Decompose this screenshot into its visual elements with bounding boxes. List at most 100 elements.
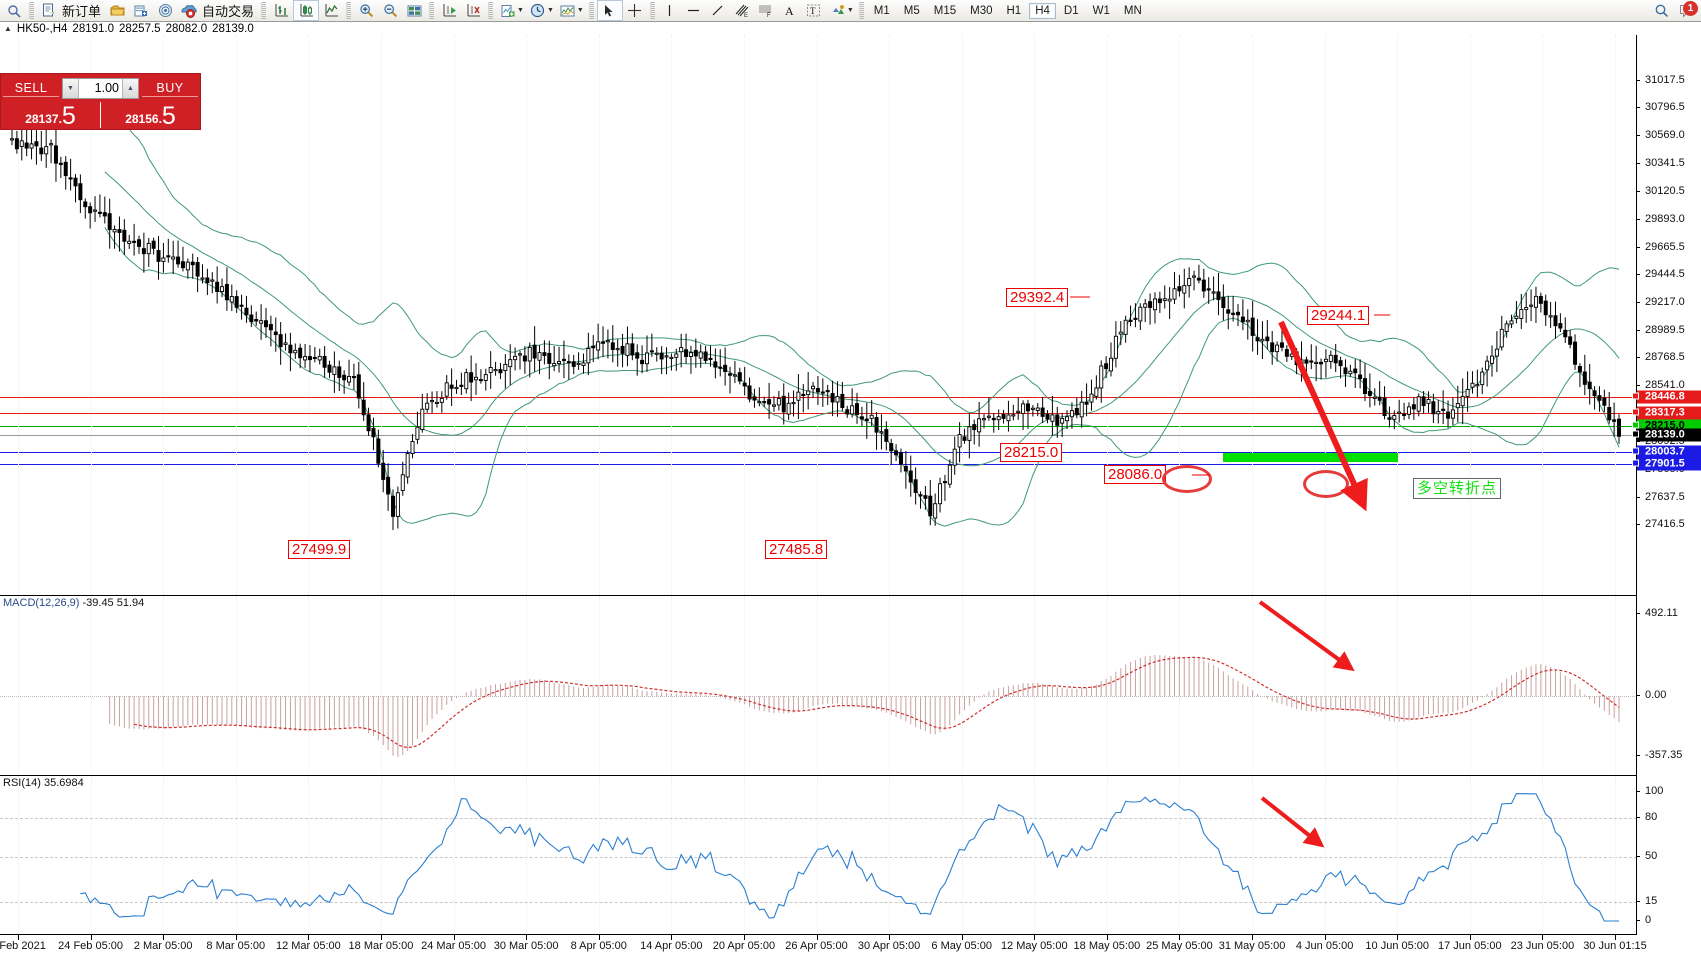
- autotrade-icon[interactable]: [177, 1, 201, 20]
- chart-end-icon[interactable]: [461, 1, 485, 20]
- volume-up-icon[interactable]: ▲: [122, 79, 138, 98]
- timeframe-d1[interactable]: D1: [1063, 4, 1079, 17]
- auto-scroll-icon[interactable]: [402, 1, 426, 20]
- time-tick: [308, 935, 310, 940]
- timeframe-w1[interactable]: W1: [1092, 4, 1110, 17]
- chevron-down-icon[interactable]: ▼: [517, 7, 524, 14]
- grid-vline: [1034, 596, 1036, 776]
- annotation-turning-point[interactable]: 多空转折点: [1413, 478, 1502, 499]
- macd-pane[interactable]: MACD(12,26,9) -39.45 51.94: [0, 595, 1637, 776]
- level-line-28139.0[interactable]: [0, 434, 1637, 436]
- annotation-29244[interactable]: 29244.1: [1307, 306, 1370, 325]
- timeframe-h1[interactable]: H1: [1006, 4, 1022, 17]
- grid-vline: [90, 35, 92, 595]
- grid-vline: [1179, 35, 1181, 595]
- price-tag-28003.7[interactable]: 28003.7: [1632, 445, 1701, 459]
- crosshair-icon[interactable]: [623, 1, 647, 20]
- timeframe-m15[interactable]: M15: [933, 4, 957, 17]
- chevron-down-icon-3[interactable]: ▼: [576, 7, 584, 14]
- grid-vline: [816, 596, 818, 776]
- grid-vline: [163, 596, 165, 776]
- level-line-28003.7[interactable]: [0, 451, 1637, 453]
- volume-value[interactable]: 1.00: [94, 81, 119, 95]
- hline-icon[interactable]: [682, 1, 706, 20]
- timeframe-m30[interactable]: M30: [970, 4, 993, 17]
- indicators-add-icon[interactable]: [496, 1, 520, 20]
- grid-vline: [1542, 596, 1544, 776]
- sell-button[interactable]: SELL: [3, 81, 59, 97]
- collapse-triangle-icon[interactable]: ▲: [4, 24, 12, 33]
- fibonacci-icon[interactable]: F: [754, 1, 778, 20]
- macd-series: [109, 654, 1620, 757]
- chart-shift-icon[interactable]: [437, 1, 461, 20]
- search-small-icon[interactable]: [2, 1, 26, 20]
- zoom-out-icon[interactable]: [378, 1, 402, 20]
- timeframe-h4[interactable]: H4: [1029, 2, 1056, 19]
- rsi-pane[interactable]: RSI(14) 35.6984: [0, 775, 1637, 936]
- line-chart-icon[interactable]: [319, 1, 343, 20]
- buy-button[interactable]: BUY: [142, 81, 198, 97]
- shapes-icon[interactable]: [826, 1, 850, 20]
- timeframe-group: M1 M5 M15 M30 H1 H4 D1 W1 MN: [867, 2, 1149, 19]
- time-tick: [453, 935, 455, 940]
- period-clock-icon[interactable]: [526, 1, 550, 20]
- level-line-28215.0[interactable]: [0, 425, 1637, 427]
- ask-price-big: 5: [161, 102, 176, 130]
- level-line-28446.8[interactable]: [0, 396, 1637, 398]
- new-order-icon[interactable]: [37, 1, 61, 20]
- bid-price[interactable]: 28137 . 5: [1, 100, 100, 130]
- highlight-ellipse-right[interactable]: [1303, 470, 1349, 498]
- new-order-label[interactable]: 新订单: [62, 4, 102, 19]
- text-label-icon[interactable]: T: [802, 1, 826, 20]
- data-window-icon[interactable]: [129, 1, 153, 20]
- cursor-icon[interactable]: [596, 0, 623, 21]
- notifications-icon[interactable]: 1: [1677, 1, 1698, 20]
- volume-down-icon[interactable]: ▼: [63, 79, 79, 98]
- zoom-in-icon[interactable]: [354, 1, 378, 20]
- profiles-icon[interactable]: [105, 1, 129, 20]
- one-click-trading-panel[interactable]: SELL ▼ 1.00 ▲ BUY 28137 . 5 28156 . 5: [0, 73, 201, 130]
- equidistant-channel-icon[interactable]: E: [730, 1, 754, 20]
- highlight-ellipse-left[interactable]: [1162, 465, 1212, 493]
- timeframe-m5[interactable]: M5: [903, 4, 920, 17]
- trendline-icon[interactable]: [706, 1, 730, 20]
- chevron-down-icon-4[interactable]: ▼: [846, 7, 854, 14]
- market-watch-icon[interactable]: [153, 1, 177, 20]
- ohlc-open: 28191.0: [72, 22, 114, 35]
- annotation-27485[interactable]: 27485.8: [765, 540, 828, 559]
- price-tag-28317.3[interactable]: 28317.3: [1632, 406, 1701, 420]
- bar-chart-icon[interactable]: [269, 1, 293, 20]
- vline-icon[interactable]: [658, 1, 682, 20]
- volume-stepper[interactable]: ▼ 1.00 ▲: [62, 78, 139, 99]
- price-tag-28139.0[interactable]: 28139.0: [1632, 428, 1701, 442]
- price-pane[interactable]: [0, 35, 1637, 595]
- text-icon[interactable]: A: [778, 1, 802, 20]
- price-tick: 27637.5: [1637, 491, 1701, 503]
- ask-price-main: 28156: [125, 112, 159, 126]
- price-tag-28446.8[interactable]: 28446.8: [1632, 390, 1701, 404]
- templates-icon[interactable]: [556, 1, 580, 20]
- price-tag-27901.5[interactable]: 27901.5: [1632, 457, 1701, 471]
- ask-price[interactable]: 28156 . 5: [101, 100, 200, 130]
- annotation-28215[interactable]: 28215.0: [1000, 443, 1063, 462]
- annotation-27499[interactable]: 27499.9: [288, 540, 351, 559]
- timeframe-mn[interactable]: MN: [1123, 4, 1142, 17]
- level-line-28317.3[interactable]: [0, 412, 1637, 414]
- ask-price-dot: .: [158, 112, 162, 126]
- level-line-27901.5[interactable]: [0, 464, 1637, 466]
- chart-area[interactable]: SELL ▼ 1.00 ▲ BUY 28137 . 5 28156 . 5: [0, 35, 1701, 956]
- support-zone[interactable]: [1223, 453, 1398, 462]
- price-axis[interactable]: 31017.5 30796.5 30569.0 30341.5 30120.5 29893…: [1632, 35, 1701, 956]
- rsi-tick: 15: [1637, 895, 1701, 907]
- time-tick: [526, 935, 528, 940]
- chevron-down-icon-2[interactable]: ▼: [546, 7, 554, 14]
- timeframe-m1[interactable]: M1: [873, 4, 890, 17]
- autotrade-label[interactable]: 自动交易: [202, 4, 255, 19]
- annotation-29392[interactable]: 29392.4: [1006, 288, 1069, 307]
- candlestick-chart-icon[interactable]: [293, 0, 320, 21]
- search-icon[interactable]: [1649, 1, 1673, 20]
- main-toolbar: 新订单 自动交易 ▼ ▼ ▼: [0, 0, 1701, 22]
- annotation-28086[interactable]: 28086.0: [1104, 465, 1167, 484]
- time-tick: [1179, 935, 1181, 940]
